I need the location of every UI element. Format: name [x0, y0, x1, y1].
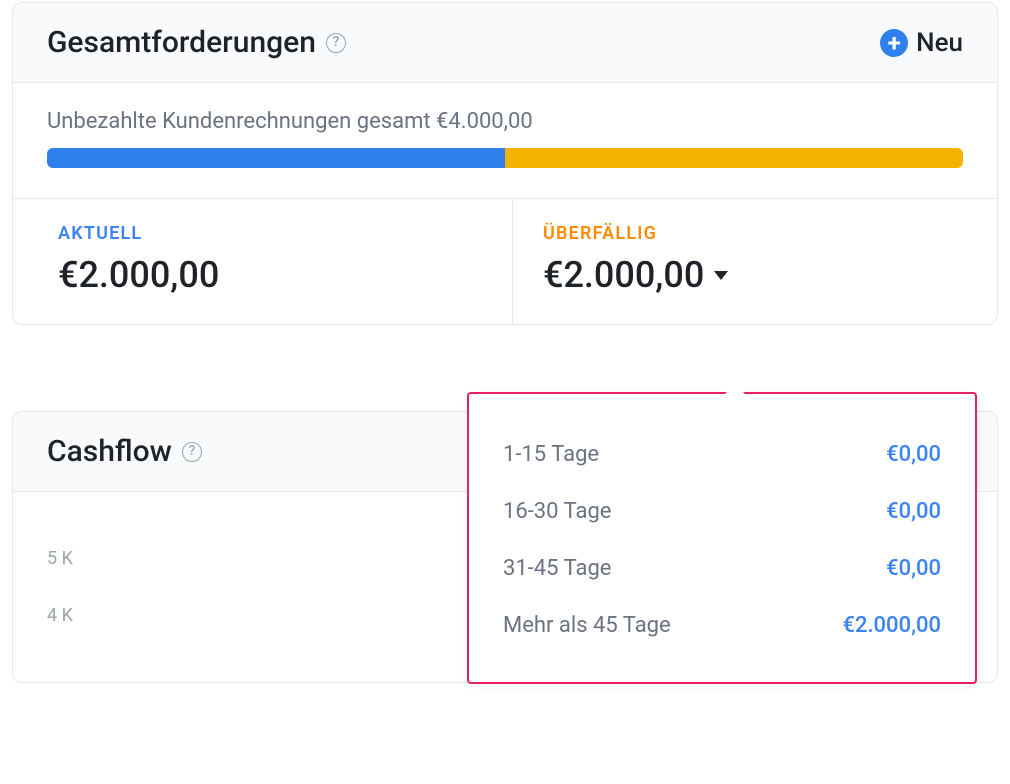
overdue-row-label: 31-45 Tage	[503, 556, 611, 581]
help-icon[interactable]: ?	[326, 33, 346, 53]
overdue-half[interactable]: ÜBERFÄLLIG €2.000,00	[512, 199, 997, 324]
overdue-row-label: 1-15 Tage	[503, 442, 599, 467]
new-button-label: Neu	[916, 28, 963, 58]
receivables-card: Gesamtforderungen ? + Neu Unbezahlte Kun…	[12, 2, 998, 325]
receivables-progress-bar	[47, 148, 963, 168]
overdue-row-label: 16-30 Tage	[503, 499, 611, 524]
overdue-label: ÜBERFÄLLIG	[543, 223, 963, 244]
overdue-amount: €2.000,00	[543, 254, 704, 296]
overdue-row[interactable]: 31-45 Tage €0,00	[503, 540, 941, 597]
overdue-row[interactable]: Mehr als 45 Tage €2.000,00	[503, 597, 941, 654]
overdue-row[interactable]: 16-30 Tage €0,00	[503, 483, 941, 540]
overdue-row-label: Mehr als 45 Tage	[503, 613, 671, 638]
help-icon[interactable]: ?	[182, 442, 202, 462]
receivables-title-wrap: Gesamtforderungen ?	[47, 25, 346, 60]
receivables-header: Gesamtforderungen ? + Neu	[13, 3, 997, 83]
new-button[interactable]: + Neu	[880, 28, 963, 58]
overdue-row-amount: €0,00	[886, 442, 941, 467]
receivables-halves: AKTUELL €2.000,00 ÜBERFÄLLIG €2.000,00	[13, 199, 997, 324]
progress-current-segment	[47, 148, 505, 168]
overdue-row-amount: €0,00	[886, 556, 941, 581]
receivables-title: Gesamtforderungen	[47, 25, 316, 60]
cashflow-title-wrap: Cashflow ?	[47, 434, 202, 469]
cashflow-title: Cashflow	[47, 434, 172, 469]
overdue-row-amount: €0,00	[886, 499, 941, 524]
overdue-amount-wrap: €2.000,00	[543, 254, 963, 296]
overdue-breakdown-popover: 1-15 Tage €0,00 16-30 Tage €0,00 31-45 T…	[467, 392, 977, 684]
chevron-down-icon[interactable]	[714, 271, 728, 280]
overdue-row[interactable]: 1-15 Tage €0,00	[503, 426, 941, 483]
current-half[interactable]: AKTUELL €2.000,00	[13, 199, 512, 324]
plus-icon: +	[880, 29, 908, 57]
progress-overdue-segment	[505, 148, 963, 168]
summary-text: Unbezahlte Kundenrechnungen gesamt €4.00…	[47, 109, 963, 134]
receivables-summary: Unbezahlte Kundenrechnungen gesamt €4.00…	[13, 83, 997, 199]
current-amount: €2.000,00	[58, 254, 478, 296]
overdue-row-amount: €2.000,00	[842, 613, 941, 638]
current-label: AKTUELL	[58, 223, 478, 244]
